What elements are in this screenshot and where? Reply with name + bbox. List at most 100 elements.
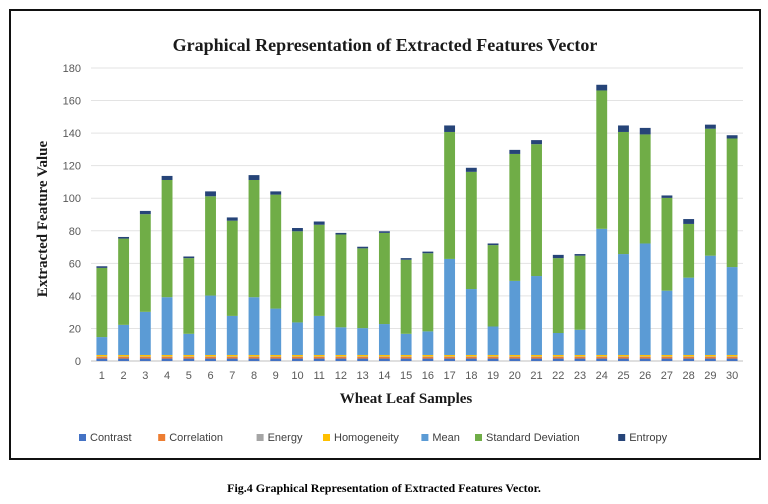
bar-segment-contrast xyxy=(596,358,608,361)
bar-segment-contrast xyxy=(270,358,282,361)
legend-swatch xyxy=(475,434,482,441)
bar-segment-contrast xyxy=(574,358,586,361)
bar-segment-entropy xyxy=(596,84,608,91)
bar-segment-mean xyxy=(400,333,412,355)
bar-segment-standard-deviation xyxy=(161,179,173,298)
legend-swatch xyxy=(421,434,429,441)
bar-segment-homogeneity xyxy=(661,354,673,357)
bar-segment-mean xyxy=(639,243,651,355)
x-tick-label: 13 xyxy=(357,370,369,382)
bar-segment-entropy xyxy=(205,191,216,197)
bar-segment-correlation xyxy=(683,356,695,359)
bar-segment-mean xyxy=(465,289,477,355)
x-tick-label: 29 xyxy=(704,370,716,382)
bars xyxy=(96,84,738,361)
y-tick-label: 120 xyxy=(63,161,81,173)
bar-segment-contrast xyxy=(335,358,347,361)
bar-segment-mean xyxy=(661,290,673,355)
x-tick-label: 4 xyxy=(164,370,170,382)
bar-segment-entropy xyxy=(704,124,716,129)
bar-segment-homogeneity xyxy=(422,354,434,357)
bar-segment-homogeneity xyxy=(118,354,130,357)
bar-segment-standard-deviation xyxy=(487,245,499,327)
x-tick-label: 8 xyxy=(251,370,257,382)
chart-title: Graphical Representation of Extracted Fe… xyxy=(173,35,598,55)
bar-segment-standard-deviation xyxy=(661,197,673,291)
bar-segment-standard-deviation xyxy=(226,220,238,316)
x-tick-label: 30 xyxy=(726,370,738,382)
bar-segment-homogeneity xyxy=(704,354,716,357)
bar-segment-mean xyxy=(487,326,499,355)
y-tick-label: 0 xyxy=(75,356,81,368)
bar-segment-mean xyxy=(139,311,151,355)
x-tick-label: 11 xyxy=(313,370,324,382)
bar-segment-entropy xyxy=(226,217,238,221)
bar-segment-entropy xyxy=(357,246,369,249)
y-tick-label: 80 xyxy=(69,226,81,238)
bar-segment-standard-deviation xyxy=(531,144,542,277)
bar-segment-correlation xyxy=(335,356,347,359)
bar-segment-correlation xyxy=(552,356,564,359)
bar-segment-contrast xyxy=(161,358,173,361)
bar-segment-homogeneity xyxy=(531,354,542,357)
bar-segment-entropy xyxy=(378,231,390,233)
bar-segment-contrast xyxy=(96,358,108,361)
bar-segment-homogeneity xyxy=(509,354,521,357)
bar-segment-entropy xyxy=(574,254,586,256)
bar-segment-entropy xyxy=(444,125,456,132)
y-tick-label: 100 xyxy=(63,193,81,205)
bar-segment-homogeneity xyxy=(683,354,695,357)
bar-segment-standard-deviation xyxy=(618,131,629,255)
legend-label: Correlation xyxy=(169,432,223,444)
bar-segment-standard-deviation xyxy=(292,231,303,323)
bar-segment-correlation xyxy=(574,356,586,359)
bar-segment-contrast xyxy=(444,358,456,361)
legend-swatch xyxy=(323,434,330,441)
bar-segment-mean xyxy=(574,329,586,355)
bar-segment-mean xyxy=(357,328,369,355)
x-tick-label: 24 xyxy=(596,370,608,382)
bar-segment-correlation xyxy=(118,356,130,359)
bar-segment-correlation xyxy=(509,356,521,359)
x-tick-label: 2 xyxy=(121,370,127,382)
bar-segment-contrast xyxy=(226,358,238,361)
bar-segment-homogeneity xyxy=(726,354,738,357)
bar-segment-standard-deviation xyxy=(704,128,716,256)
bar-segment-contrast xyxy=(118,358,130,361)
bar-segment-homogeneity xyxy=(618,354,629,357)
bar-segment-mean xyxy=(444,258,456,355)
bar-segment-entropy xyxy=(313,221,325,225)
legend-label: Mean xyxy=(432,432,460,444)
bar-segment-mean xyxy=(531,276,542,355)
bar-segment-mean xyxy=(552,333,564,355)
bar-segment-entropy xyxy=(618,125,629,132)
x-tick-label: 21 xyxy=(530,370,542,382)
bar-segment-standard-deviation xyxy=(357,248,369,329)
bar-segment-homogeneity xyxy=(139,354,151,357)
bar-segment-homogeneity xyxy=(596,354,608,357)
bar-segment-contrast xyxy=(205,358,216,361)
legend: Contrast Correlation Energy Homogeneity Mean… xyxy=(79,432,668,444)
bar-segment-homogeneity xyxy=(248,354,260,357)
bar-segment-entropy xyxy=(248,175,260,180)
bar-segment-entropy xyxy=(161,175,173,180)
bar-segment-standard-deviation xyxy=(313,224,325,316)
bar-segment-mean xyxy=(226,315,238,355)
bar-segment-contrast xyxy=(292,358,303,361)
bar-segment-mean xyxy=(118,324,130,355)
bar-segment-homogeneity xyxy=(313,354,325,357)
x-tick-label: 27 xyxy=(661,370,673,382)
bar-segment-mean xyxy=(270,308,282,355)
bar-segment-standard-deviation xyxy=(248,179,260,298)
bar-segment-homogeneity xyxy=(183,354,195,357)
bar-segment-entropy xyxy=(661,195,673,198)
bar-segment-homogeneity xyxy=(444,354,456,357)
bar-segment-correlation xyxy=(313,356,325,359)
bar-segment-correlation xyxy=(378,356,390,359)
bar-segment-correlation xyxy=(465,356,477,359)
bar-segment-homogeneity xyxy=(552,354,564,357)
bar-segment-correlation xyxy=(96,356,108,359)
bar-segment-mean xyxy=(726,267,738,355)
y-tick-label: 160 xyxy=(63,96,81,108)
bar-segment-homogeneity xyxy=(465,354,477,357)
